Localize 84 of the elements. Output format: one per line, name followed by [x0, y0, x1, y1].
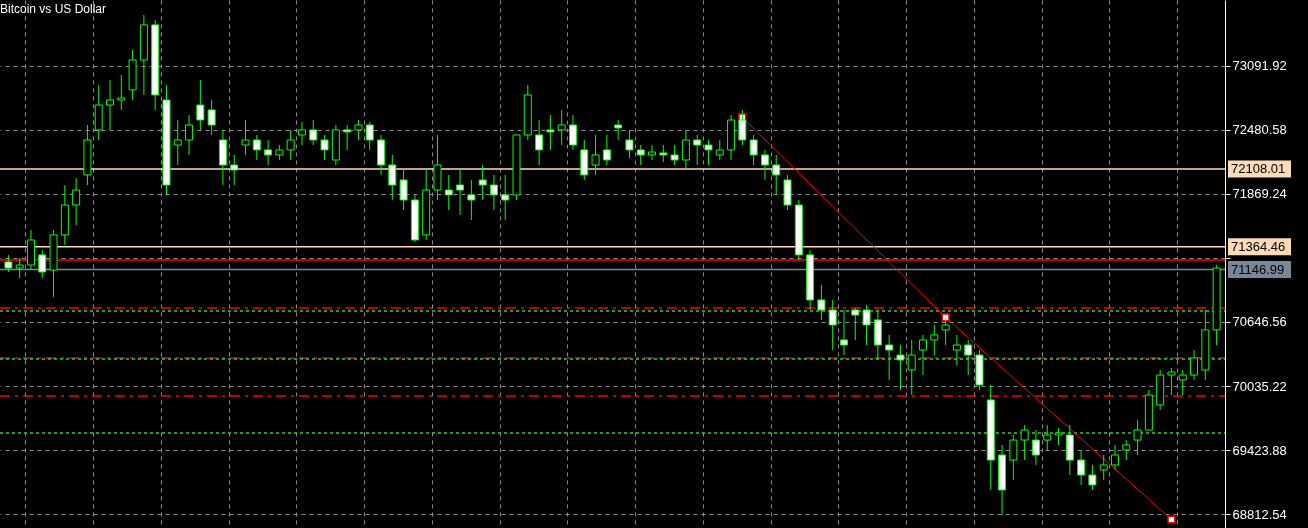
candlestick: [546, 114, 555, 151]
candlestick: [264, 139, 273, 166]
candlestick: [1190, 349, 1199, 381]
candlestick: [38, 249, 47, 279]
candlestick: [365, 121, 374, 151]
candlestick: [1099, 454, 1108, 481]
candlestick: [1122, 439, 1131, 461]
candlestick: [591, 134, 600, 176]
candlestick: [286, 129, 295, 161]
candlestick: [749, 134, 758, 166]
candlestick: [456, 169, 465, 216]
candlestick: [478, 164, 487, 201]
candlestick: [207, 99, 216, 136]
ref-line-label: 72108.01: [1231, 160, 1286, 176]
candlestick: [230, 154, 239, 186]
y-tick-label: 71869.24: [1232, 186, 1287, 202]
candlestick: [1031, 429, 1040, 466]
candlestick: [1009, 434, 1018, 481]
candlestick: [343, 124, 352, 151]
candlestick: [828, 299, 837, 351]
y-tick-label: 68812.54: [1232, 506, 1287, 522]
candlestick: [907, 339, 916, 396]
candlestick: [467, 179, 476, 221]
candlestick: [1110, 444, 1119, 471]
candlestick: [15, 257, 24, 279]
candlestick: [704, 139, 713, 166]
candlestick: [72, 177, 81, 226]
candlestick: [535, 119, 544, 166]
candlestick: [557, 109, 566, 146]
candlestick: [1020, 424, 1029, 461]
y-tick-label: 73091.92: [1232, 58, 1287, 74]
candlestick: [851, 307, 860, 341]
candlestick: [399, 169, 408, 211]
candlestick: [681, 129, 690, 169]
point: [1167, 515, 1176, 524]
candlestick: [760, 149, 769, 181]
candlestick: [444, 174, 453, 211]
candlestick: [196, 79, 205, 131]
y-tick-label: 69423.88: [1232, 442, 1287, 458]
candlestick: [320, 134, 329, 161]
candlestick: [252, 134, 261, 161]
point: [941, 313, 950, 322]
candlestick: [885, 334, 894, 381]
candlestick: [602, 134, 611, 166]
candlestick: [241, 119, 250, 156]
candlestick: [1043, 424, 1052, 451]
candlestick: [648, 144, 657, 161]
candlestick: [489, 174, 498, 211]
candlestick: [952, 334, 961, 366]
ref-line-label: 71146.99: [1231, 261, 1285, 277]
candlestick: [354, 119, 363, 141]
candlestick: [817, 284, 826, 321]
candlestick: [388, 154, 397, 201]
candlestick: [173, 119, 182, 166]
candlestick: [693, 134, 702, 166]
candlestick: [862, 304, 871, 346]
candlestick: [568, 114, 577, 151]
candlestick: [501, 174, 510, 221]
candlestick: [964, 339, 973, 376]
candlestick: [1133, 419, 1142, 456]
candlestick: [715, 139, 724, 161]
candlestick: [1088, 464, 1097, 491]
candlestick: [919, 334, 928, 376]
y-tick-label: 72480.58: [1232, 122, 1287, 138]
candlestick: [896, 344, 905, 391]
candlestick: [625, 129, 634, 159]
candlestick: [297, 121, 306, 146]
candlestick: [772, 154, 781, 196]
candlestick: [1077, 449, 1086, 486]
candlestick: [309, 119, 318, 146]
ref-line-label: 71364.46: [1231, 238, 1286, 254]
candlestick: [1178, 369, 1187, 396]
candlestick: [1167, 367, 1176, 396]
candlestick: [839, 309, 848, 356]
candlestick: [670, 144, 679, 166]
y-tick-label: 70035.22: [1232, 378, 1287, 394]
y-tick-label: 70646.56: [1232, 314, 1287, 330]
candlestick: [930, 324, 939, 356]
candlestick: [117, 74, 126, 111]
chart-title: Bitcoin vs US Dollar: [0, 2, 107, 16]
candlestick: [185, 114, 194, 156]
candlestick: [636, 144, 645, 166]
candlestick: [106, 79, 115, 131]
candlestick: [614, 119, 623, 141]
